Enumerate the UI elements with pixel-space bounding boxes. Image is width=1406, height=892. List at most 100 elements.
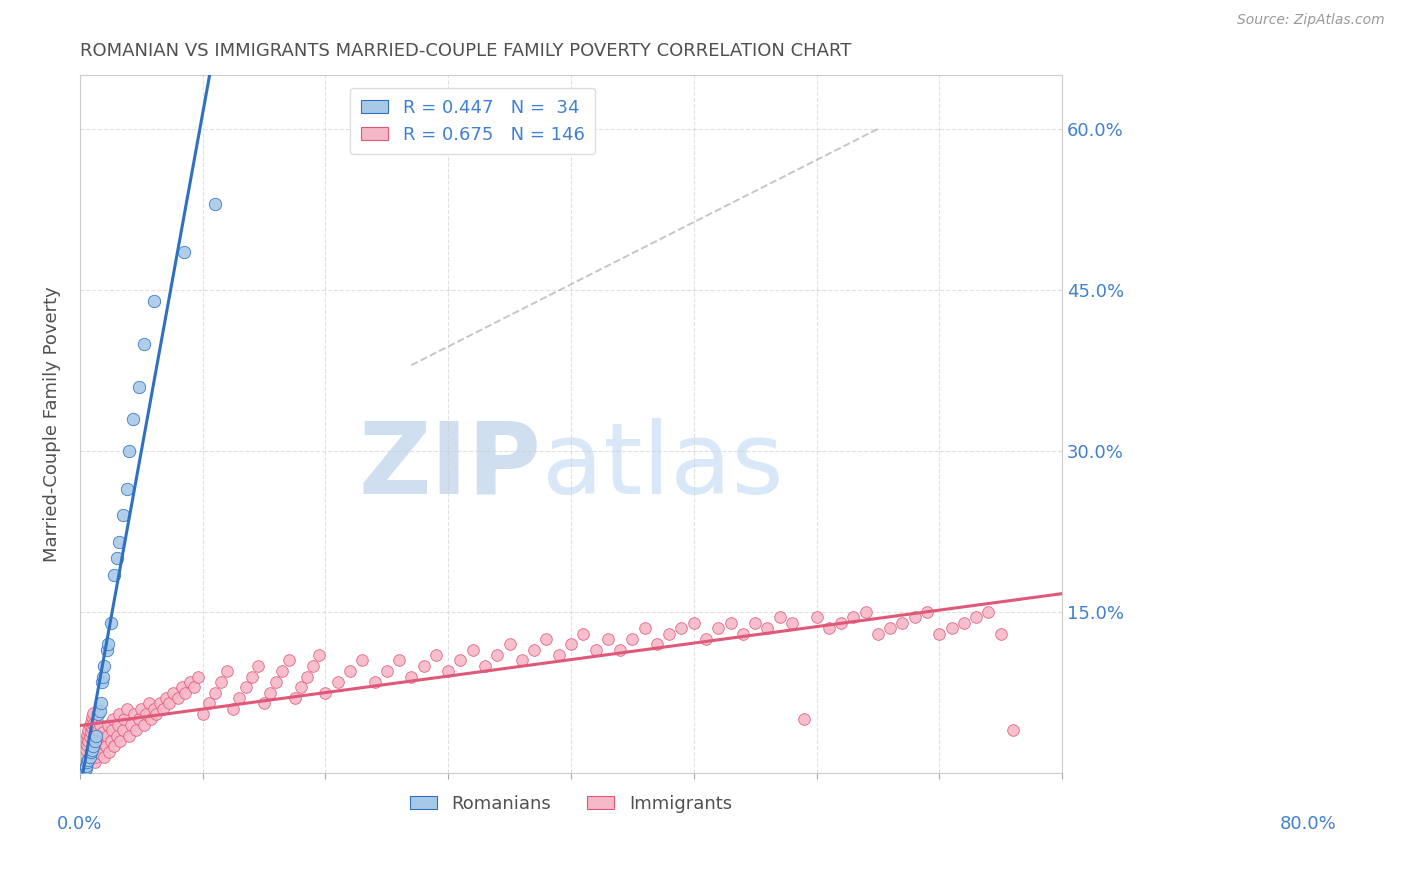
Point	[204, 197, 226, 211]
Point	[73, 763, 96, 777]
Point	[121, 412, 143, 426]
Point	[388, 653, 411, 667]
Point	[173, 245, 195, 260]
Point	[780, 615, 803, 630]
Point	[523, 642, 546, 657]
Point	[363, 674, 385, 689]
Point	[159, 697, 181, 711]
Point	[79, 730, 101, 744]
Point	[139, 713, 162, 727]
Point	[928, 626, 950, 640]
Point	[658, 626, 681, 640]
Point	[83, 756, 105, 770]
Point	[302, 658, 325, 673]
Point	[72, 764, 94, 778]
Point	[183, 680, 205, 694]
Point	[682, 615, 704, 630]
Point	[235, 680, 257, 694]
Point	[84, 739, 107, 754]
Point	[187, 669, 209, 683]
Text: ROMANIAN VS IMMIGRANTS MARRIED-COUPLE FAMILY POVERTY CORRELATION CHART: ROMANIAN VS IMMIGRANTS MARRIED-COUPLE FA…	[80, 42, 851, 60]
Point	[87, 729, 110, 743]
Point	[72, 750, 94, 764]
Point	[108, 535, 131, 549]
Point	[271, 664, 294, 678]
Point	[118, 729, 141, 743]
Point	[707, 621, 730, 635]
Point	[536, 632, 558, 646]
Text: ZIP: ZIP	[359, 417, 541, 515]
Point	[412, 658, 434, 673]
Point	[744, 615, 766, 630]
Point	[817, 621, 839, 635]
Point	[228, 691, 250, 706]
Point	[266, 674, 288, 689]
Point	[122, 707, 145, 722]
Point	[105, 551, 128, 566]
Point	[77, 734, 100, 748]
Point	[76, 739, 98, 753]
Point	[174, 686, 197, 700]
Point	[82, 742, 104, 756]
Point	[609, 642, 631, 657]
Point	[695, 632, 717, 646]
Point	[461, 642, 484, 657]
Y-axis label: Married-Couple Family Poverty: Married-Couple Family Poverty	[44, 286, 60, 562]
Point	[152, 702, 174, 716]
Point	[91, 725, 114, 739]
Point	[138, 697, 160, 711]
Point	[560, 637, 582, 651]
Point	[671, 621, 693, 635]
Point	[98, 745, 121, 759]
Point	[240, 669, 263, 683]
Point	[89, 704, 111, 718]
Point	[83, 745, 105, 759]
Point	[108, 707, 131, 722]
Point	[596, 632, 619, 646]
Point	[1001, 723, 1024, 738]
Point	[308, 648, 330, 662]
Point	[855, 605, 877, 619]
Point	[547, 648, 569, 662]
Point	[132, 336, 155, 351]
Point	[149, 697, 172, 711]
Point	[217, 664, 239, 678]
Point	[90, 747, 112, 761]
Point	[806, 610, 828, 624]
Point	[89, 718, 111, 732]
Point	[72, 742, 94, 756]
Point	[352, 653, 374, 667]
Point	[94, 739, 117, 754]
Text: 0.0%: 0.0%	[58, 815, 103, 833]
Point	[830, 615, 852, 630]
Point	[72, 739, 94, 754]
Point	[79, 750, 101, 764]
Point	[277, 653, 299, 667]
Point	[96, 729, 118, 743]
Point	[80, 745, 103, 759]
Point	[915, 605, 938, 619]
Point	[145, 707, 167, 722]
Point	[142, 702, 165, 716]
Text: 80.0%: 80.0%	[1279, 815, 1336, 833]
Point	[80, 714, 103, 729]
Point	[93, 658, 115, 673]
Point	[941, 621, 963, 635]
Point	[295, 669, 318, 683]
Point	[76, 727, 98, 741]
Point	[110, 734, 132, 748]
Point	[77, 753, 100, 767]
Point	[450, 653, 472, 667]
Point	[170, 680, 193, 694]
Point	[437, 664, 460, 678]
Point	[115, 482, 138, 496]
Point	[118, 444, 141, 458]
Point	[167, 691, 190, 706]
Point	[474, 658, 496, 673]
Point	[162, 686, 184, 700]
Point	[339, 664, 361, 678]
Point	[990, 626, 1012, 640]
Point	[107, 718, 129, 732]
Point	[253, 697, 276, 711]
Point	[75, 742, 97, 756]
